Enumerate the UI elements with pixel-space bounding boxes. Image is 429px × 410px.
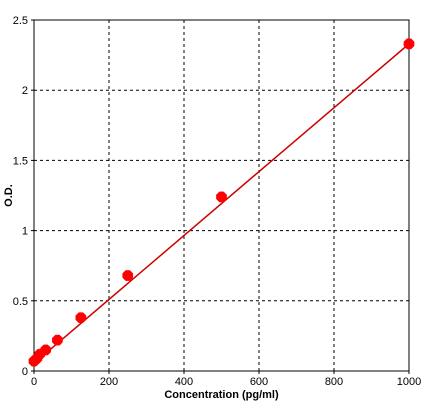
data-point bbox=[122, 270, 134, 281]
x-tick-label: 400 bbox=[175, 376, 193, 388]
y-tick-label: 2 bbox=[22, 85, 28, 97]
data-point bbox=[52, 334, 63, 346]
data-point bbox=[403, 38, 415, 50]
x-tick-label: 200 bbox=[100, 376, 118, 388]
y-axis-title: O.D. bbox=[3, 184, 15, 207]
y-tick-label: 0 bbox=[22, 366, 28, 378]
x-tick-label: 1000 bbox=[397, 376, 421, 388]
y-tick-label: 2.5 bbox=[13, 15, 28, 27]
x-tick-label: 600 bbox=[250, 376, 268, 388]
data-point bbox=[75, 312, 87, 323]
y-tick-label: 1 bbox=[22, 226, 28, 238]
grid bbox=[34, 20, 409, 371]
data-points bbox=[28, 38, 415, 367]
fit-line-group bbox=[33, 43, 410, 364]
x-axis-title: Concentration (pg/ml) bbox=[164, 389, 279, 401]
x-tick-label: 800 bbox=[325, 376, 343, 388]
fit-line bbox=[33, 43, 410, 364]
axis-ticks: 0 200 400 600 800 1000 0 0.5 1 1.5 2 2.5 bbox=[13, 15, 422, 388]
x-tick-label: 0 bbox=[31, 376, 37, 388]
y-tick-label: 0.5 bbox=[13, 296, 28, 308]
plot-frame bbox=[33, 19, 410, 372]
data-point bbox=[40, 344, 52, 356]
data-point bbox=[216, 191, 227, 203]
y-tick-label: 1.5 bbox=[13, 155, 28, 167]
